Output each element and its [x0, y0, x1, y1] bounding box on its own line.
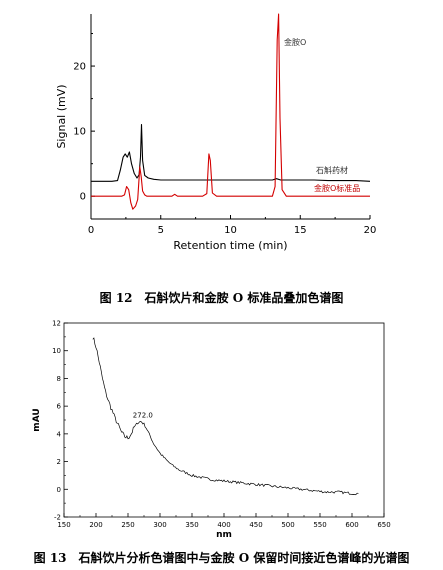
x-tick-label: 450	[249, 521, 262, 529]
figure-12-caption: 图 12 石斛饮片和金胺 O 标准品叠加色谱图	[99, 291, 344, 305]
x-tick-label: 500	[281, 521, 294, 529]
y-tick-label: 4	[57, 430, 62, 438]
y-tick-label: 12	[52, 320, 61, 328]
x-tick-label: 650	[377, 521, 390, 529]
y-tick-label: 10	[73, 127, 86, 138]
y-tick-label: 10	[52, 347, 61, 355]
x-tick-label: 300	[153, 521, 166, 529]
x-tick-label: 10	[224, 225, 237, 236]
spectrum-figure: 150 200 250 300 350 400 450 500 550 600 650 -2 0 2 4 6 8…	[0, 312, 443, 570]
series-label-standard: 金胺O标准品	[314, 183, 360, 193]
x-axis-label: Retention time (min)	[173, 239, 287, 252]
peak-annotation: 金胺O	[284, 37, 306, 47]
y-tick-label: 20	[73, 62, 86, 73]
y-tick-label: 0	[57, 486, 61, 494]
y-tick-label: 8	[57, 375, 61, 383]
y-axis-label: Signal (mV)	[55, 84, 68, 148]
x-tick-label: 15	[294, 225, 307, 236]
x-tick-label: 20	[364, 225, 377, 236]
y-axis-label: mAU	[32, 408, 42, 431]
x-tick-label: 150	[57, 521, 70, 529]
x-tick-label: 600	[345, 521, 358, 529]
x-axis-label: nm	[216, 530, 232, 540]
peak-annotation: 272.0	[133, 411, 153, 419]
x-tick-label: 550	[313, 521, 326, 529]
y-tick-label: 2	[57, 458, 61, 466]
figure-13-caption: 图 13 石斛饮片分析色谱图中与金胺 O 保留时间接近色谱峰的光谱图	[33, 551, 410, 565]
spectrum-line	[92, 337, 359, 496]
chromatogram-chart: 0 5 10 15 20 0 10 20 Retention time (min) Signal …	[55, 13, 377, 252]
x-tick-label: 350	[185, 521, 198, 529]
series-line-herb	[91, 124, 371, 182]
x-tick-label: 400	[217, 521, 230, 529]
series-label-herb: 石斛药材	[316, 165, 348, 175]
x-tick-label: 250	[121, 521, 134, 529]
spectrum-chart: 150 200 250 300 350 400 450 500 550 600 650 -2 0 2 4 6 8…	[32, 320, 391, 541]
x-tick-label: 200	[89, 521, 102, 529]
x-tick-label: 0	[88, 225, 94, 236]
y-tick-label: -2	[54, 514, 61, 522]
y-tick-label: 0	[80, 192, 86, 203]
x-tick-label: 5	[158, 225, 164, 236]
chromatogram-figure: 0 5 10 15 20 0 10 20 Retention time (min) Signal …	[55, 13, 377, 252]
series-line-standard	[91, 13, 370, 210]
plot-frame	[63, 322, 385, 518]
y-tick-label: 6	[57, 403, 62, 411]
